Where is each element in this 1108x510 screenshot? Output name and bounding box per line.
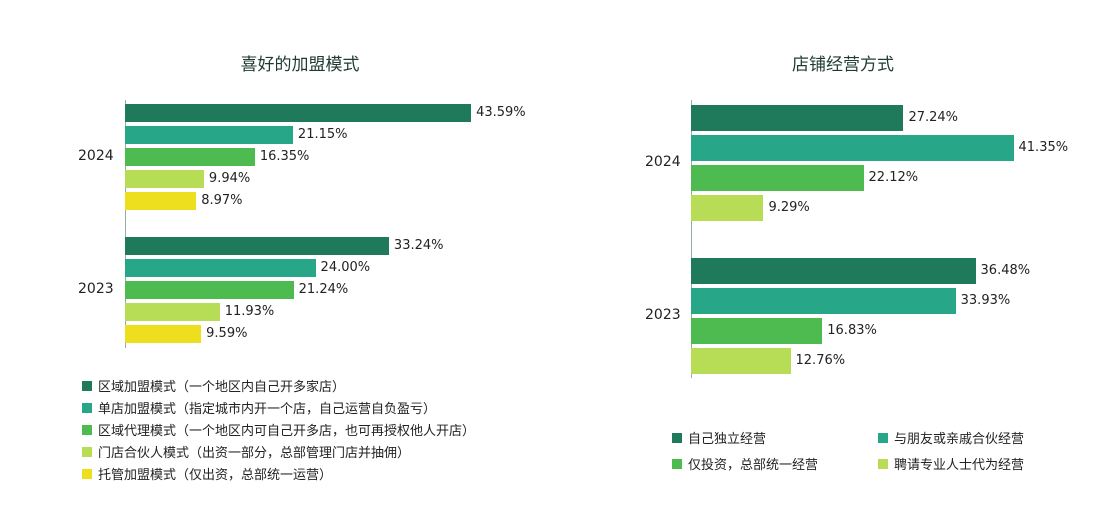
legend-swatch — [878, 458, 888, 469]
legend-label: 聘请专业人士代为经营 — [894, 458, 1025, 473]
legend-label: 门店合伙人模式（出资一部分，总部管理门店并抽佣） — [98, 446, 411, 461]
legend-swatch — [672, 432, 682, 443]
bar — [691, 135, 1014, 161]
data-label: 11.93% — [224, 304, 275, 319]
bar — [125, 126, 293, 144]
bar — [125, 237, 389, 255]
bar — [125, 104, 472, 122]
bar — [691, 258, 976, 284]
bar — [691, 165, 864, 191]
chart-title-right: 店铺经营方式 — [792, 55, 894, 75]
category-label: 2024 — [78, 148, 114, 164]
legend-swatch — [672, 458, 682, 469]
legend-item: 聘请专业人士代为经营 — [878, 454, 1024, 473]
legend-item: 单店加盟模式（指定城市内开一个店，自己运营自负盈亏） — [82, 398, 436, 417]
data-label: 9.29% — [768, 200, 810, 215]
bar — [125, 259, 316, 277]
legend-label: 自己独立经营 — [688, 432, 767, 447]
y-axis — [691, 100, 692, 378]
bar — [691, 318, 823, 344]
data-label: 33.24% — [393, 238, 444, 253]
legend-label: 托管加盟模式（仅出资，总部统一运营） — [98, 468, 333, 483]
bar — [691, 288, 956, 314]
legend-label: 区域代理模式（一个地区内可自己开多店，也可再授权他人开店） — [98, 424, 476, 439]
data-label: 9.94% — [208, 171, 251, 186]
data-label: 12.76% — [795, 353, 846, 368]
legend-item: 区域代理模式（一个地区内可自己开多店，也可再授权他人开店） — [82, 420, 475, 439]
data-label: 33.93% — [960, 293, 1011, 308]
legend-swatch — [82, 446, 92, 457]
data-label: 21.15% — [297, 127, 348, 142]
bar — [691, 105, 904, 131]
bar — [125, 303, 220, 321]
data-label: 41.35% — [1018, 140, 1069, 155]
legend-swatch — [82, 468, 92, 479]
bar — [691, 348, 791, 374]
data-label: 21.24% — [298, 282, 349, 297]
legend-swatch — [82, 380, 92, 391]
legend-item: 仅投资，总部统一经营 — [672, 454, 818, 473]
category-label: 2023 — [78, 281, 114, 297]
data-label: 22.12% — [868, 170, 919, 185]
bar — [125, 148, 255, 166]
legend-label: 单店加盟模式（指定城市内开一个店，自己运营自负盈亏） — [98, 402, 437, 417]
legend-item: 门店合伙人模式（出资一部分，总部管理门店并抽佣） — [82, 442, 410, 461]
data-label: 24.00% — [320, 260, 371, 275]
data-label: 16.83% — [827, 323, 877, 338]
legend-swatch — [878, 432, 888, 443]
legend-item: 与朋友或亲戚合伙经营 — [878, 428, 1024, 447]
category-label: 2024 — [645, 154, 681, 170]
bar — [125, 281, 294, 299]
bar — [125, 325, 202, 343]
chart-title-left: 喜好的加盟模式 — [240, 55, 360, 75]
data-label: 43.59% — [476, 105, 526, 120]
data-label: 8.97% — [201, 193, 243, 208]
data-label: 9.59% — [206, 326, 248, 341]
legend-label: 区域加盟模式（一个地区内自己开多家店） — [98, 380, 346, 395]
category-label: 2023 — [645, 307, 681, 323]
legend-label: 与朋友或亲戚合伙经营 — [894, 432, 1025, 447]
data-label: 16.35% — [259, 149, 310, 164]
y-axis — [125, 100, 126, 348]
data-label: 27.24% — [908, 110, 959, 125]
legend-item: 托管加盟模式（仅出资，总部统一运营） — [82, 464, 332, 483]
legend-label: 仅投资，总部统一经营 — [688, 458, 819, 473]
bar — [125, 192, 197, 210]
data-label: 36.48% — [980, 263, 1031, 278]
legend-swatch — [82, 424, 92, 435]
legend-item: 区域加盟模式（一个地区内自己开多家店） — [82, 376, 345, 395]
legend-item: 自己独立经营 — [672, 428, 766, 447]
legend-swatch — [82, 402, 92, 413]
bar — [125, 170, 204, 188]
bar — [691, 195, 764, 221]
